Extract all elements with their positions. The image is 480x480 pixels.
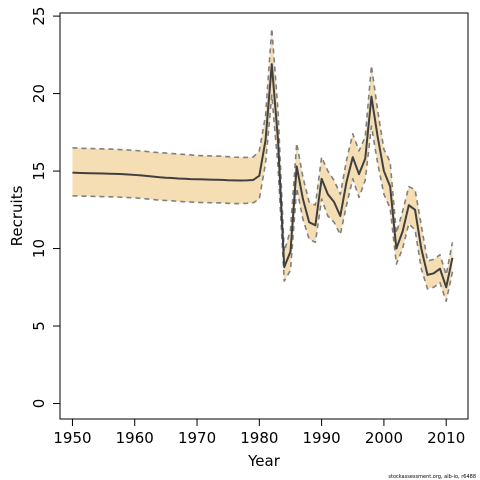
credit-text: stockassessment.org, alb-io, r6488	[388, 474, 476, 480]
x-tick-label: 1970	[178, 429, 216, 447]
estimate-line	[72, 63, 454, 289]
lower-bound-line	[72, 94, 454, 303]
x-tick-label: 1980	[240, 429, 278, 447]
confidence-band-layer	[72, 28, 453, 302]
y-tick-label: 10	[30, 239, 48, 258]
x-axis: 1950 1960 1970 1980 1990 2000 2010	[53, 419, 465, 447]
y-axis-title: Recruits	[8, 185, 26, 246]
y-tick-label: 25	[30, 7, 48, 26]
x-tick-label: 2010	[427, 429, 465, 447]
x-tick-label: 1950	[53, 429, 91, 447]
confidence-band	[72, 28, 453, 302]
x-tick-label: 1960	[116, 429, 154, 447]
y-tick-label: 15	[30, 162, 48, 181]
plot-frame	[59, 12, 469, 420]
series-layer	[72, 27, 454, 303]
y-axis: 0 5 10 15 20 25	[30, 7, 60, 409]
y-tick-label: 0	[30, 399, 48, 409]
x-tick-label: 1990	[303, 429, 341, 447]
x-axis-title: Year	[247, 452, 281, 470]
upper-bound-line	[72, 27, 454, 276]
x-tick-label: 2000	[365, 429, 403, 447]
y-tick-label: 20	[30, 84, 48, 103]
y-tick-label: 5	[30, 321, 48, 331]
